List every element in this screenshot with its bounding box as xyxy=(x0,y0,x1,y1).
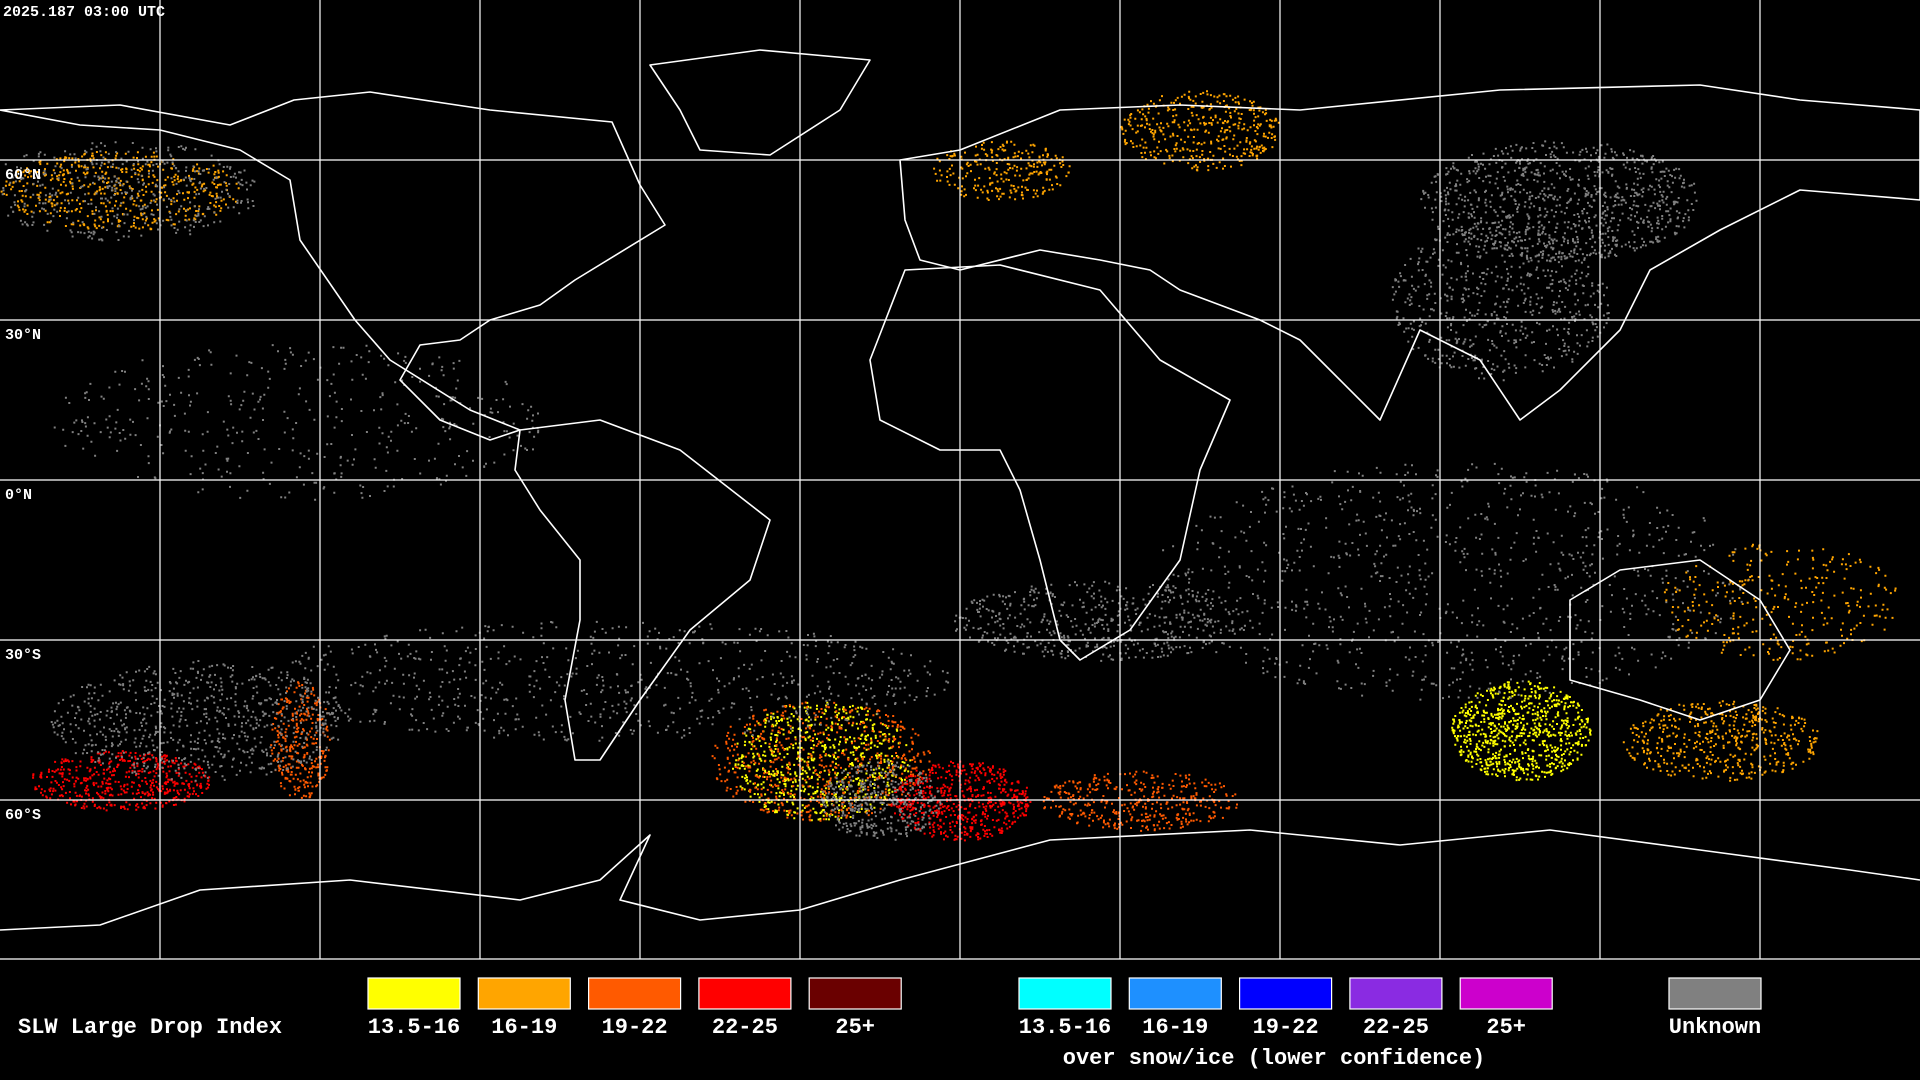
legend-label: 25+ xyxy=(835,1015,875,1040)
legend-swatch xyxy=(1128,977,1222,1010)
legend-swatch xyxy=(1459,977,1553,1010)
legend-label: 19-22 xyxy=(602,1015,668,1040)
legend-swatch xyxy=(808,977,902,1010)
legend-swatch xyxy=(1018,977,1112,1010)
cloud-speckle xyxy=(1451,680,1592,782)
latitude-label: 0°N xyxy=(5,487,32,504)
latitude-label: 30°N xyxy=(5,327,41,344)
legend-swatch xyxy=(1668,977,1762,1010)
legend-label: 13.5-16 xyxy=(368,1015,460,1040)
cloud-speckle xyxy=(1120,90,1280,172)
legend-panel xyxy=(0,959,1920,1080)
legend-label: 25+ xyxy=(1486,1015,1526,1040)
latitude-label: 30°S xyxy=(5,647,41,664)
cloud-layer xyxy=(0,90,1897,842)
coast-greenland xyxy=(649,49,871,156)
legend-label: Unknown xyxy=(1669,1015,1761,1040)
coast-north-america xyxy=(0,91,666,441)
legend-swatch xyxy=(477,977,571,1010)
cloud-speckle xyxy=(50,660,352,782)
cloud-speckle xyxy=(53,344,540,501)
timestamp: 2025.187 03:00 UTC xyxy=(3,4,165,21)
coast-australia xyxy=(1569,559,1791,721)
legend-title: SLW Large Drop Index xyxy=(18,1015,282,1040)
cloud-speckle xyxy=(890,760,1032,842)
snow-caption: over snow/ice (lower confidence) xyxy=(1063,1046,1485,1071)
legend-label: 19-22 xyxy=(1253,1015,1319,1040)
cloud-speckle xyxy=(1622,700,1819,782)
cloud-speckle xyxy=(32,750,211,812)
cloud-speckle xyxy=(1042,770,1238,832)
cloud-speckle xyxy=(252,620,950,742)
cloud-speckle xyxy=(954,580,1252,662)
legend-swatch xyxy=(698,977,792,1010)
legend-swatch xyxy=(1238,977,1333,1010)
coast-antarctica xyxy=(0,829,1920,931)
coast-africa xyxy=(869,264,1231,661)
latitude-label: 60°N xyxy=(5,167,41,184)
legend-label: 22-25 xyxy=(1363,1015,1429,1040)
latitude-label: 60°S xyxy=(5,807,41,824)
legend-label: 16-19 xyxy=(1142,1015,1208,1040)
legend-swatch xyxy=(1349,977,1443,1010)
legend-swatch xyxy=(587,977,682,1010)
coast-eurasia xyxy=(899,84,1920,421)
cloud-speckle xyxy=(821,760,942,841)
graticule: 60°N 30°N 0°N 30°S 60°S xyxy=(0,0,1920,959)
coast-south-america xyxy=(514,419,771,761)
legend-label: 16-19 xyxy=(491,1015,557,1040)
legend: 13.5-16 16-19 19-22 22-25 25+ 13.5-16 16-19 19-… xyxy=(367,977,1762,1040)
coastlines xyxy=(0,49,1920,931)
legend-swatch xyxy=(367,977,461,1010)
legend-label: 13.5-16 xyxy=(1019,1015,1111,1040)
legend-label: 22-25 xyxy=(712,1015,778,1040)
cloud-speckle xyxy=(0,151,240,231)
